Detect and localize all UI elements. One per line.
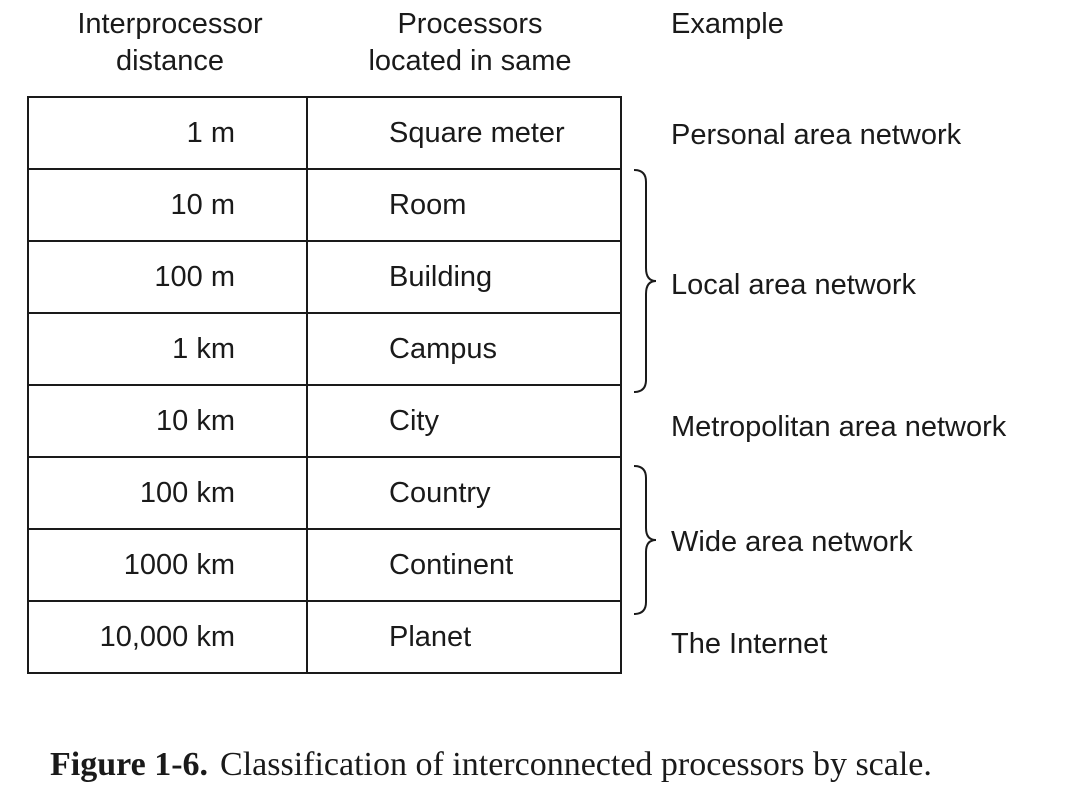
wide-area-brace: [633, 465, 657, 615]
header-distance-line-1: Interprocessor: [77, 8, 263, 40]
place-cell: Country: [306, 456, 622, 530]
place-cell: Continent: [306, 528, 622, 602]
example-personal-area: Personal area network: [671, 119, 962, 151]
distance-cell: 1 m: [27, 96, 308, 170]
distance-cell: 100 m: [27, 240, 308, 314]
table-row: 10,000 km Planet: [27, 600, 622, 674]
figure-caption: Figure 1-6. Classification of interconnec…: [50, 746, 932, 784]
caption-label: Figure 1-6.: [50, 746, 209, 783]
header-located-line-1: Processors: [397, 8, 543, 40]
table-row: 100 km Country: [27, 456, 622, 530]
example-wide-area: Wide area network: [671, 526, 913, 558]
place-cell: Campus: [306, 312, 622, 386]
table-row: 1 km Campus: [27, 312, 622, 386]
header-located-line-2: located in same: [368, 45, 572, 77]
header-interprocessor-distance: Interprocessor distance: [40, 6, 300, 80]
table-row: 10 km City: [27, 384, 622, 458]
local-area-brace: [633, 169, 657, 393]
table-row: 100 m Building: [27, 240, 622, 314]
place-cell: City: [306, 384, 622, 458]
place-cell: Building: [306, 240, 622, 314]
distance-cell: 10,000 km: [27, 600, 308, 674]
table-row: 1 m Square meter: [27, 96, 622, 170]
distance-cell: 10 m: [27, 168, 308, 242]
place-cell: Planet: [306, 600, 622, 674]
header-processors-located: Processors located in same: [320, 6, 620, 80]
distance-cell: 1000 km: [27, 528, 308, 602]
example-metropolitan-area: Metropolitan area network: [671, 411, 1007, 443]
table-row: 1000 km Continent: [27, 528, 622, 602]
place-cell: Square meter: [306, 96, 622, 170]
example-internet: The Internet: [671, 628, 828, 660]
scale-table: 1 m Square meter 10 m Room 100 m Buildin…: [27, 96, 622, 674]
example-local-area: Local area network: [671, 269, 917, 301]
distance-cell: 100 km: [27, 456, 308, 530]
distance-cell: 10 km: [27, 384, 308, 458]
caption-text: Classification of interconnected process…: [220, 746, 932, 783]
distance-cell: 1 km: [27, 312, 308, 386]
table-row: 10 m Room: [27, 168, 622, 242]
header-example: Example: [671, 8, 784, 40]
header-distance-line-2: distance: [115, 45, 224, 77]
place-cell: Room: [306, 168, 622, 242]
